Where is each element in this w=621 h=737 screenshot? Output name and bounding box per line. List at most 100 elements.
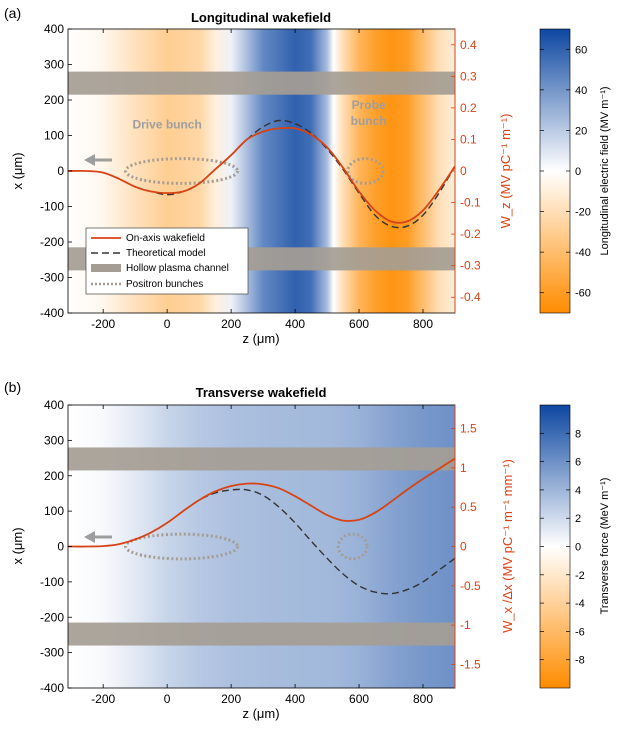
- on-axis-wakefield-line-a: [68, 126, 455, 224]
- legend-swatch-channel: [91, 264, 121, 272]
- positron-bunches-a: [124, 157, 385, 185]
- y-tick-label: -200: [40, 235, 64, 249]
- y2-tick-label: 0: [460, 164, 467, 178]
- on-axis-wakefield-line-b: [68, 457, 455, 548]
- y2-tick-label: -0.5: [460, 579, 481, 593]
- channel-wall-a-0: [68, 71, 455, 95]
- x-tick-label: -200: [91, 692, 115, 706]
- x-tick-label: 600: [349, 317, 369, 331]
- colorbar-tick-label: 0: [575, 166, 581, 178]
- y-tick-label: 200: [44, 93, 64, 107]
- y-tick-label: -400: [40, 306, 64, 320]
- panel-b: (b) Transverse wakefield -200 0 200 400 600 8…: [4, 379, 611, 721]
- x-axis-label-a: z (μm): [242, 331, 279, 346]
- panel-label-a: (a): [4, 5, 21, 21]
- y-tick-label: -200: [40, 610, 64, 624]
- legend-box: [85, 227, 249, 295]
- colorbar-tick-label: 2: [575, 513, 581, 525]
- colorbar-tick-label: -8: [575, 655, 585, 667]
- x-tick-label: 0: [164, 692, 171, 706]
- colorbar-tick-label: 20: [575, 125, 587, 137]
- theoretical-model-line-b: [182, 488, 455, 595]
- plasma-channel-walls-b: [68, 447, 455, 646]
- y-tick-label: -100: [40, 200, 64, 214]
- colorbar-tick-label: -20: [575, 207, 591, 219]
- legend-entry-channel: Hollow plasma channel: [126, 263, 229, 274]
- colorbar-a: [539, 28, 571, 314]
- probe-label: Probe: [352, 98, 386, 112]
- y-tick-label: -300: [40, 646, 64, 660]
- colorbar-ticks-b: -8 -6 -4 -2 0 2 4 6 8: [540, 428, 585, 667]
- y-axis-label-a: x (μm): [10, 152, 25, 189]
- y-tick-label: 400: [44, 22, 64, 36]
- drive-arrow-a: [84, 154, 112, 166]
- drive-bunch-label: Drive bunch: [132, 117, 201, 131]
- positron-bunches-b: [124, 532, 369, 561]
- y2-tick-label: 0.3: [460, 69, 477, 83]
- probe-bunch-label: bunch: [351, 114, 387, 128]
- colorbar-tick-label: -60: [575, 288, 591, 300]
- x-tick-label: 400: [285, 317, 305, 331]
- y2-tick-label: -0.4: [460, 290, 481, 304]
- y-tick-label: 100: [44, 504, 64, 518]
- plot-area-b: [68, 405, 455, 688]
- y-tick-label: 300: [44, 433, 64, 447]
- x-tick-label: 600: [349, 692, 369, 706]
- colorbar-b: [539, 404, 571, 689]
- x-tick-label: -200: [91, 317, 115, 331]
- y2-tick-label: -0.2: [460, 227, 481, 241]
- x-tick-label: 200: [221, 317, 241, 331]
- colorbar-tick-label: -6: [575, 626, 585, 638]
- colorbar-tick-label: 60: [575, 44, 587, 56]
- y-tick-label: 300: [44, 58, 64, 72]
- positron-bunch-b-1: [336, 532, 369, 561]
- channel-wall-b-1: [68, 622, 455, 646]
- colorbar-tick-label: -4: [575, 598, 585, 610]
- positron-bunch-a-1: [346, 157, 385, 185]
- colorbar-tick-label: 6: [575, 457, 581, 469]
- y-tick-label: -100: [40, 575, 64, 589]
- y-axis-label-b: x (μm): [10, 527, 25, 564]
- channel-wall-b-0: [68, 447, 455, 471]
- y-tick-label: 200: [44, 469, 64, 483]
- x-tick-label: 800: [413, 692, 433, 706]
- y-tick-label: -400: [40, 681, 64, 695]
- colorbar-tick-label: 4: [575, 485, 581, 497]
- panel-label-b: (b): [4, 379, 21, 395]
- legend-entry-wakefield: On-axis wakefield: [126, 233, 205, 244]
- positron-bunch-a-0: [124, 157, 240, 185]
- y2-tick-label: 1.5: [460, 422, 477, 436]
- panel-a: (a) Longitudinal wakefield Drive bunch P…: [4, 5, 611, 346]
- y-tick-label: 0: [57, 164, 64, 178]
- y2-tick-label: 1: [460, 461, 467, 475]
- axis-ticks-b: -200 0 200 400 600 800 -400 -300 -200 -100 0 100 200…: [40, 398, 481, 706]
- colorbar-tick-label: 8: [575, 428, 581, 440]
- y2-tick-label: -0.3: [460, 259, 481, 273]
- y2-tick-label: -1: [460, 618, 471, 632]
- y-tick-label: 100: [44, 129, 64, 143]
- y2-tick-label: -1.5: [460, 657, 481, 671]
- y2-tick-label: 0.2: [460, 101, 477, 115]
- x-tick-label: 400: [285, 692, 305, 706]
- y-tick-label: 0: [57, 540, 64, 554]
- legend-entry-theory: Theoretical model: [126, 248, 205, 259]
- axis-ticks-a: -200 0 200 400 600 800 -400 -300 -200 -100 0 100 200…: [40, 22, 481, 331]
- colorbar-tick-label: -40: [575, 247, 591, 259]
- y2-tick-label: 0: [460, 540, 467, 554]
- y2-axis-label-b: W_x /Δx (MV pC⁻¹ m⁻¹ mm⁻¹): [500, 459, 515, 633]
- legend-entry-bunches: Positron bunches: [126, 279, 203, 290]
- colorbar-label-a: Longitudinal electric field (MV m⁻¹): [599, 86, 611, 255]
- x-tick-label: 200: [221, 692, 241, 706]
- colorbar-tick-label: 40: [575, 85, 587, 97]
- positron-bunch-b-0: [124, 532, 240, 561]
- legend: On-axis wakefield Theoretical model Holl…: [85, 227, 249, 295]
- chart-title-a: Longitudinal wakefield: [191, 10, 331, 25]
- x-axis-label-b: z (μm): [242, 706, 279, 721]
- y2-axis-label-a: W_z (MV pC⁻¹ m⁻¹): [498, 114, 513, 229]
- x-tick-label: 0: [164, 317, 171, 331]
- colorbar-label-b: Transverse force (MeV m⁻¹): [599, 478, 611, 615]
- y2-tick-label: 0.1: [460, 132, 477, 146]
- chart-title-b: Transverse wakefield: [196, 385, 327, 400]
- y-tick-label: 400: [44, 398, 64, 412]
